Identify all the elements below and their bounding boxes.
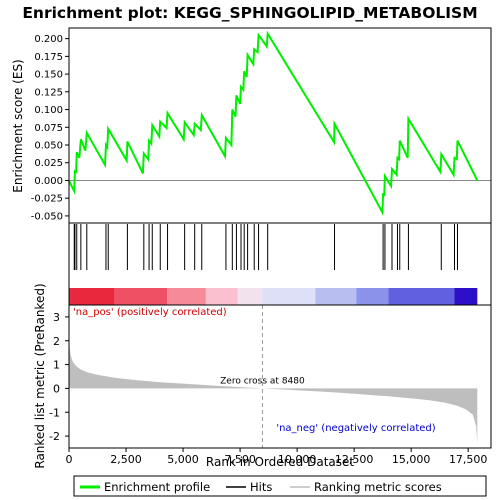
metric-y-tick-label: 1	[53, 359, 60, 372]
ranked-metric-panel: Zero cross at 8480 'na_neg' (negatively …	[33, 283, 492, 469]
colorbar-band	[69, 288, 115, 305]
colorbar-band	[205, 288, 238, 305]
es-y-tick-label: 0.050	[34, 141, 63, 152]
hit-marks	[73, 224, 458, 270]
negative-correlation-label-text: 'na_neg' (negatively correlated)	[276, 423, 435, 434]
colorbar-band	[388, 288, 455, 305]
legend-hits-label: Hits	[250, 480, 272, 494]
colorbar-band	[237, 288, 263, 305]
es-y-ticks: 0.200 0.175 0.150 0.125 0.100 0.075 0.050 0.025…	[31, 34, 69, 222]
x-tick-label: 15,000	[392, 453, 431, 466]
es-y-tick-label: 0.125	[34, 87, 63, 98]
colorbar-band	[167, 288, 206, 305]
metric-y-tick-label: 0	[53, 382, 60, 395]
legend: Enrichment profile Hits Ranking metric s…	[73, 475, 487, 497]
positive-correlation-label: 'na_pos' (positively correlated)	[73, 307, 227, 318]
top-plot-area	[69, 28, 491, 223]
metric-y-tick-label: 2	[53, 335, 60, 348]
es-y-tick-label: -0.050	[31, 211, 63, 222]
enrichment-score-panel: 0.200 0.175 0.150 0.125 0.100 0.075 0.050 0.025…	[11, 27, 492, 224]
es-y-tick-label: 0.175	[34, 52, 63, 63]
rank-colorbar	[69, 288, 478, 305]
es-y-tick-label: 0.075	[34, 123, 63, 134]
x-tick-label: 2,500	[110, 453, 142, 466]
legend-metric-label: Ranking metric scores	[314, 480, 442, 494]
ranking-metric-area	[69, 343, 478, 444]
metric-y-tick-label: 3	[53, 311, 60, 324]
metric-y-axis-label: Ranked list metric (PreRanked)	[33, 283, 47, 468]
es-y-tick-label: -0.025	[31, 194, 63, 205]
metric-y-tick-label: -1	[49, 406, 60, 419]
metric-y-tick-label: -2	[49, 430, 60, 443]
es-y-tick-label: 0.025	[34, 158, 63, 169]
es-y-tick-label: 0.150	[34, 70, 63, 81]
hits-panel: 'na_pos' (positively correlated)	[68, 222, 492, 318]
es-y-tick-label: 0.200	[34, 34, 63, 45]
x-tick-label: 0	[66, 453, 73, 466]
legend-enrichment-label: Enrichment profile	[104, 480, 210, 494]
colorbar-band	[454, 288, 478, 305]
es-y-axis-label: Enrichment score (ES)	[11, 59, 25, 192]
legend-box	[73, 475, 487, 497]
x-tick-label: 10,000	[278, 453, 317, 466]
colorbar-band	[356, 288, 389, 305]
x-tick-label: 7,500	[224, 453, 256, 466]
es-y-tick-label: 0.100	[34, 105, 63, 116]
x-axis-label: Rank in Ordered Dataset	[206, 455, 354, 469]
colorbar-band	[262, 288, 316, 305]
bottom-plot-frame	[68, 304, 492, 449]
colorbar-band	[315, 288, 357, 305]
es-y-tick-label: 0.000	[34, 176, 63, 187]
x-tick-label: 17,500	[449, 453, 488, 466]
chart-title: Enrichment plot: KEGG_SPHINGOLIPID_METAB…	[22, 4, 477, 22]
x-axis-ticks: 0 2,500 5,000 7,500 10,000 12,500 15,000 17,500	[66, 448, 488, 466]
zero-cross-label: Zero cross at 8480	[220, 376, 305, 386]
x-tick-label: 5,000	[167, 453, 199, 466]
metric-y-ticks: 3 2 1 0 -1 -2	[49, 311, 69, 443]
colorbar-band	[114, 288, 168, 305]
enrichment-profile-line	[68, 30, 479, 217]
x-tick-label: 12,500	[335, 453, 374, 466]
